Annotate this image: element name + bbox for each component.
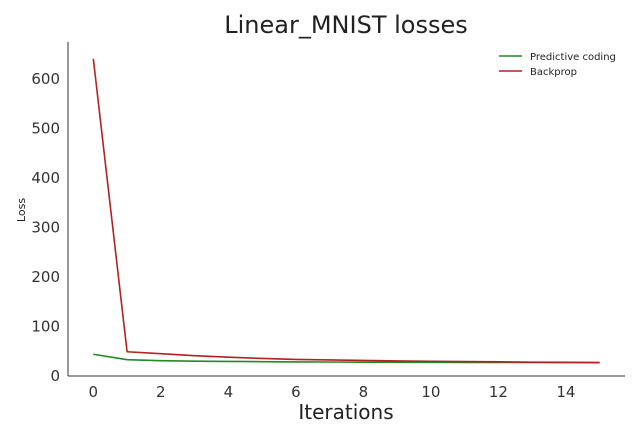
x-axis-label: Iterations (298, 400, 393, 424)
y-tick-label: 300 (31, 219, 60, 237)
x-tick-label: 4 (224, 383, 234, 401)
series-lines (92, 58, 600, 364)
y-tick-label: 500 (31, 120, 60, 138)
legend-label: Backprop (530, 67, 577, 78)
y-tick-label: 0 (50, 367, 60, 385)
y-tick-labels: 0 100 200 300 400 500 600 (31, 70, 60, 385)
y-axis-label: Loss (15, 198, 28, 222)
x-tick-label: 12 (489, 383, 508, 401)
x-tick-labels: 0 2 4 6 8 10 12 14 (89, 383, 576, 401)
x-tick-label: 6 (291, 383, 301, 401)
x-tick-label: 10 (421, 383, 440, 401)
chart-title: Linear_MNIST losses (224, 11, 467, 39)
y-tick-label: 100 (31, 318, 60, 336)
x-tick-label: 14 (556, 383, 575, 401)
series-line-backprop (92, 58, 600, 364)
x-tick-label: 8 (359, 383, 369, 401)
legend: Predictive coding Backprop (499, 52, 616, 78)
y-tick-label: 600 (31, 70, 60, 88)
x-tick-label: 2 (156, 383, 166, 401)
y-tick-label: 200 (31, 268, 60, 286)
y-tick-label: 400 (31, 169, 60, 187)
x-tick-label: 0 (89, 383, 99, 401)
legend-label: Predictive coding (530, 52, 616, 63)
